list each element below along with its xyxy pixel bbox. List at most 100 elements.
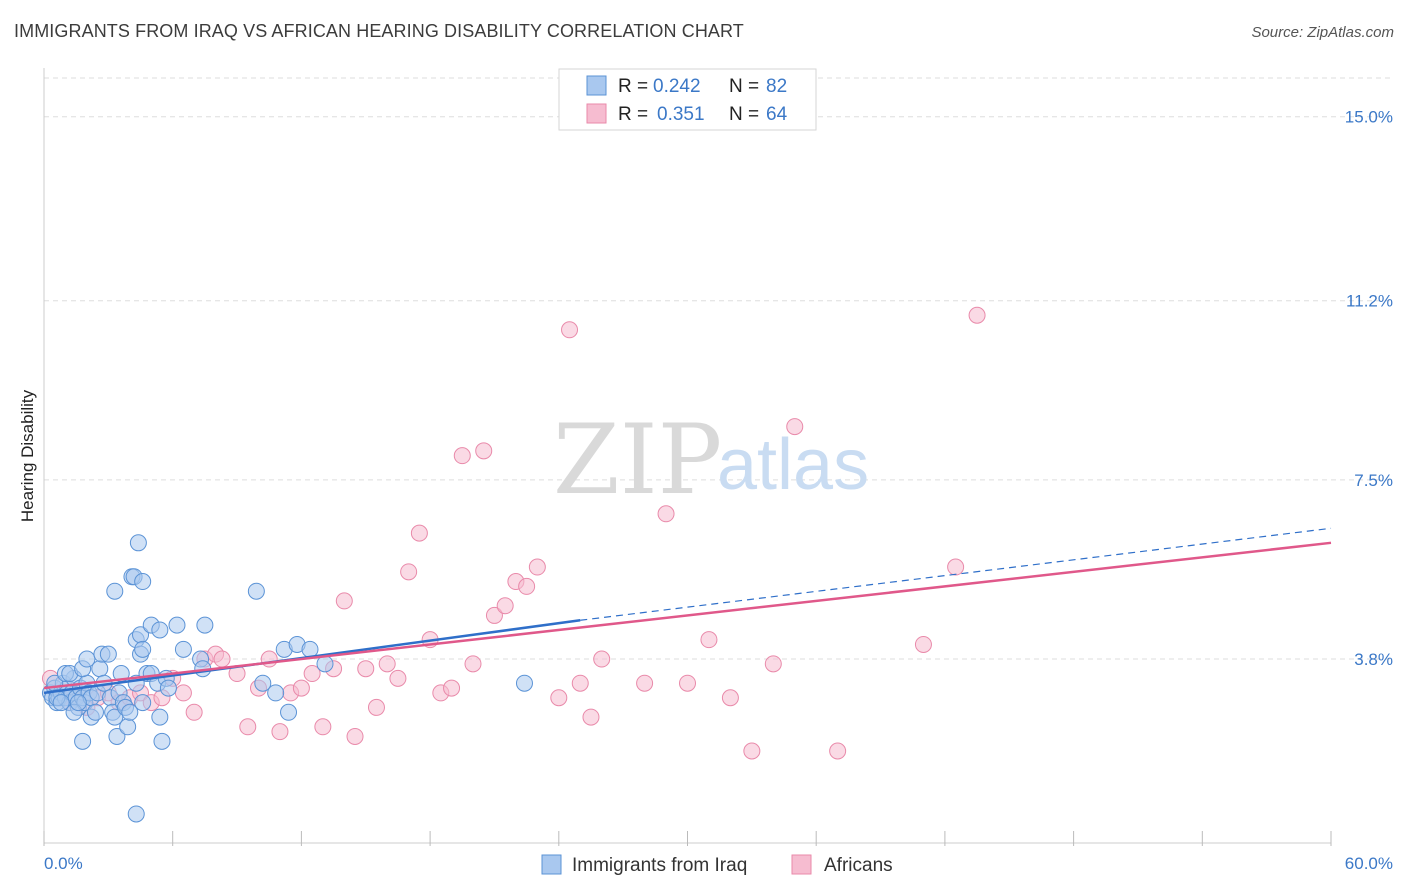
- africans-point-22: [271, 723, 289, 741]
- africans-point-21: [260, 650, 278, 668]
- source-label: Source: ZipAtlas.com: [1251, 24, 1394, 41]
- africans-point-17: [213, 650, 231, 668]
- africans-point-53: [657, 505, 675, 523]
- legend-r-label-africans: R =: [618, 104, 648, 125]
- africans-point-38: [443, 679, 461, 697]
- iraq-point-40: [108, 727, 126, 745]
- legend-n-value-iraq: 82: [766, 76, 787, 97]
- africans-point-42: [485, 606, 503, 624]
- africans-trend-line: [43, 541, 1332, 690]
- y-tick-label-1: 7.5%: [1354, 471, 1393, 490]
- iraq-point-64: [151, 621, 169, 639]
- iraq-point-45: [119, 718, 137, 736]
- iraq-point-70: [134, 640, 152, 658]
- bottom-legend-swatch-africans: [791, 854, 812, 875]
- africans-point-28: [335, 592, 353, 610]
- africans-point-61: [914, 635, 932, 653]
- iraq-point-74: [267, 684, 285, 702]
- africans-point-45: [518, 577, 536, 595]
- africans-point-40: [464, 655, 482, 673]
- africans-point-63: [968, 306, 986, 324]
- legend-r-value-iraq: 0.242: [653, 76, 701, 97]
- africans-point-33: [389, 669, 407, 687]
- iraq-point-53: [134, 694, 152, 712]
- iraq-point-30: [74, 732, 92, 750]
- iraq-point-28: [78, 650, 96, 668]
- y-tick-label-2: 11.2%: [1346, 292, 1393, 311]
- iraq-point-33: [91, 660, 109, 678]
- africans-point-57: [743, 742, 761, 760]
- africans-point-54: [679, 674, 696, 692]
- iraq-point-80: [515, 674, 533, 692]
- iraq-point-46: [121, 703, 139, 721]
- iraq-point-61: [134, 573, 152, 591]
- watermark: ZIP atlas: [553, 404, 869, 516]
- tick-labels: 3.8% 7.5% 11.2% 15.0% 0.0% 60.0%: [44, 108, 1393, 873]
- iraq-point-36: [99, 645, 117, 663]
- africans-point-26: [314, 718, 332, 736]
- iraq-point-65: [168, 616, 186, 634]
- africans-point-60: [829, 742, 847, 760]
- bottom-legend-label-africans: Africans: [824, 855, 893, 876]
- axes: [43, 68, 1332, 846]
- watermark-zip: ZIP: [553, 404, 722, 516]
- africans-point-49: [571, 674, 589, 692]
- africans-point-50: [582, 708, 600, 726]
- africans-point-30: [357, 660, 375, 678]
- iraq-point-50: [106, 582, 124, 600]
- iraq-point-72: [247, 582, 265, 600]
- iraq-point-26: [69, 694, 87, 712]
- iraq-point-57: [151, 708, 169, 726]
- africans-point-58: [764, 655, 782, 673]
- y-axis-title: Hearing Disability: [18, 389, 37, 522]
- africans-point-47: [550, 689, 568, 707]
- africans-point-55: [700, 631, 718, 649]
- legend-swatch-africans: [586, 103, 607, 124]
- legend-n-value-africans: 64: [766, 104, 788, 125]
- africans-point-19: [239, 718, 257, 736]
- watermark-atlas: atlas: [717, 425, 869, 505]
- bottom-legend-swatch-iraq: [541, 854, 562, 875]
- iraq-point-69: [196, 616, 214, 634]
- africans-point-13: [174, 684, 192, 702]
- africans-point-25: [303, 665, 321, 683]
- iraq-point-76: [280, 703, 298, 721]
- africans-point-52: [636, 674, 654, 692]
- y-tick-label-0: 3.8%: [1354, 650, 1393, 669]
- legend: R = 0.242 N = 82 R = 0.351 N = 64: [558, 68, 817, 131]
- x-tick-label-0: 0.0%: [44, 854, 83, 873]
- africans-point-35: [410, 524, 428, 542]
- africans-point-32: [378, 655, 396, 673]
- africans-point-48: [561, 321, 579, 339]
- iraq-point-31: [86, 703, 104, 721]
- africans-point-39: [453, 447, 471, 465]
- iraq-point-81: [129, 534, 147, 552]
- iraq-point-73: [254, 674, 272, 692]
- iraq-trend-extension: [580, 527, 1332, 621]
- x-tick-label-1: 60.0%: [1345, 854, 1393, 873]
- legend-n-label-iraq: N =: [729, 76, 759, 97]
- iraq-point-79: [316, 655, 334, 673]
- africans-point-46: [528, 558, 546, 576]
- iraq-point-22: [52, 694, 70, 712]
- iraq-point-66: [174, 640, 192, 658]
- africans-point-24: [292, 679, 310, 697]
- gridlines: [44, 77, 1393, 660]
- chart-title: IMMIGRANTS FROM IRAQ VS AFRICAN HEARING …: [14, 21, 744, 41]
- africans-point-29: [346, 727, 364, 745]
- bottom-legend: Immigrants from Iraq Africans: [541, 854, 893, 876]
- iraq-point-71: [159, 679, 177, 697]
- bottom-legend-label-iraq: Immigrants from Iraq: [572, 855, 747, 876]
- africans-point-31: [367, 698, 385, 716]
- iraq-point-60: [127, 805, 145, 823]
- africans-point-59: [786, 418, 804, 436]
- africans-point-62: [947, 558, 965, 576]
- legend-r-label-iraq: R =: [618, 76, 648, 97]
- iraq-point-39: [106, 708, 124, 726]
- africans-point-14: [185, 703, 203, 721]
- trend-lines: [43, 527, 1332, 695]
- africans-point-56: [721, 689, 739, 707]
- africans-point-43: [496, 597, 514, 615]
- legend-n-label-africans: N =: [729, 104, 759, 125]
